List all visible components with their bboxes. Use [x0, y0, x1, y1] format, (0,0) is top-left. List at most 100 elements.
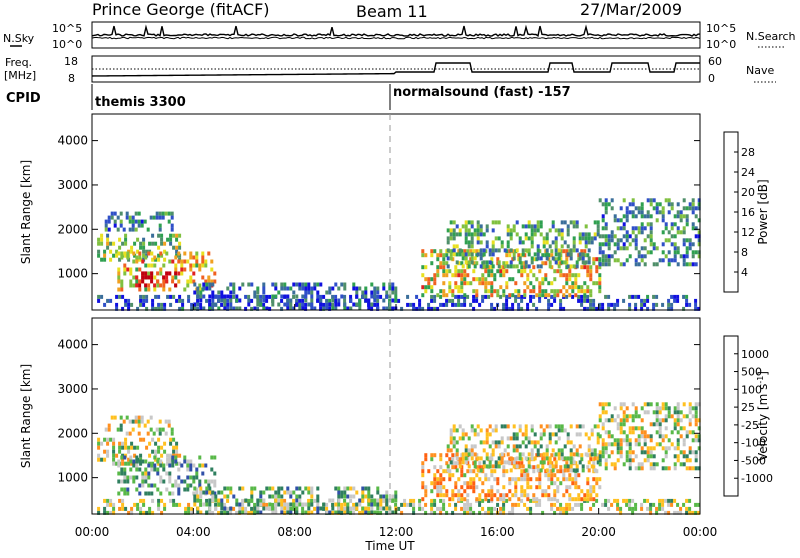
echo-cell — [529, 281, 533, 286]
echo-cell — [551, 448, 555, 453]
echo-cell — [589, 506, 593, 511]
echo-cell — [649, 402, 653, 407]
echo-cell — [676, 214, 680, 219]
echo-cell — [547, 298, 551, 303]
echo-cell — [688, 450, 692, 455]
echo-cell — [439, 457, 443, 462]
echo-cell — [526, 481, 530, 486]
echo-cell — [542, 452, 546, 457]
echo-cell — [538, 269, 542, 274]
echo-cell — [262, 286, 266, 291]
echo-cell — [430, 489, 434, 494]
echo-cell — [640, 506, 644, 511]
echo-cell — [143, 423, 147, 428]
echo-cell — [467, 232, 471, 237]
echo-cell — [554, 228, 558, 233]
echo-cell — [697, 402, 701, 407]
echo-cell — [676, 298, 680, 303]
echo-cell — [409, 498, 413, 503]
echo-cell — [253, 502, 257, 507]
echo-cell — [442, 293, 446, 298]
echo-cell — [193, 494, 197, 499]
echo-cell — [661, 302, 665, 307]
echo-cell — [253, 294, 257, 299]
echo-cell — [166, 461, 170, 466]
echo-cell — [313, 506, 317, 511]
echo-cell — [464, 456, 468, 461]
echo-cell — [214, 506, 218, 511]
echo-cell — [430, 498, 434, 503]
echo-cell — [178, 306, 182, 311]
echo-cell — [195, 263, 199, 268]
echo-cell — [613, 242, 617, 247]
freq-right-tick-top: 60 — [708, 55, 722, 68]
echo-cell — [500, 452, 504, 457]
echo-cell — [622, 418, 626, 423]
echo-cell — [637, 442, 641, 447]
echo-cell — [482, 448, 486, 453]
echo-cell — [452, 228, 456, 233]
echo-cell — [550, 281, 554, 286]
echo-cell — [460, 473, 464, 478]
echo-cell — [430, 306, 434, 311]
echo-cell — [115, 306, 119, 311]
echo-cell — [352, 494, 356, 499]
echo-cell — [144, 255, 148, 260]
echo-cell — [649, 454, 653, 459]
echo-cell — [466, 294, 470, 299]
echo-cell — [664, 510, 668, 515]
echo-cell — [449, 256, 453, 261]
echo-cell — [583, 493, 587, 498]
echo-cell — [646, 454, 650, 459]
echo-cell — [622, 498, 626, 503]
echo-cell — [604, 242, 608, 247]
echo-cell — [547, 497, 551, 502]
echo-cell — [180, 479, 184, 484]
echo-cell — [640, 434, 644, 439]
echo-cell — [625, 450, 629, 455]
echo-cell — [691, 210, 695, 215]
echo-cell — [575, 432, 579, 437]
echo-cell — [271, 510, 275, 515]
echo-cell — [697, 230, 701, 235]
echo-cell — [580, 265, 584, 270]
echo-cell — [487, 498, 491, 503]
echo-cell — [112, 441, 116, 446]
echo-cell — [304, 486, 308, 491]
echo-cell — [604, 450, 608, 455]
echo-cell — [679, 426, 683, 431]
echo-cell — [472, 269, 476, 274]
echo-cell — [138, 267, 142, 272]
echo-cell — [565, 510, 569, 515]
echo-cell — [569, 256, 573, 261]
echo-cell — [572, 460, 576, 465]
echo-cell — [210, 259, 214, 264]
echo-cell — [138, 283, 142, 288]
echo-cell — [304, 306, 308, 311]
echo-cell — [604, 430, 608, 435]
echo-cell — [482, 248, 486, 253]
echo-cell — [688, 510, 692, 515]
echo-cell — [104, 219, 108, 224]
echo-cell — [439, 465, 443, 470]
echo-cell — [574, 277, 578, 282]
echo-cell — [334, 298, 338, 303]
echo-cell — [613, 302, 617, 307]
echo-cell — [569, 468, 573, 473]
echo-cell — [538, 498, 542, 503]
echo-cell — [137, 211, 141, 216]
echo-cell — [349, 298, 353, 303]
echo-cell — [610, 502, 614, 507]
echo-cell — [204, 263, 208, 268]
echo-cell — [153, 455, 157, 460]
echo-cell — [514, 481, 518, 486]
echo-cell — [446, 228, 450, 233]
echo-cell — [449, 460, 453, 465]
echo-cell — [584, 236, 588, 241]
echo-cell — [640, 466, 644, 471]
echo-cell — [151, 298, 155, 303]
echo-cell — [481, 277, 485, 282]
echo-cell — [586, 298, 590, 303]
echo-cell — [175, 445, 179, 450]
echo-cell — [262, 502, 266, 507]
